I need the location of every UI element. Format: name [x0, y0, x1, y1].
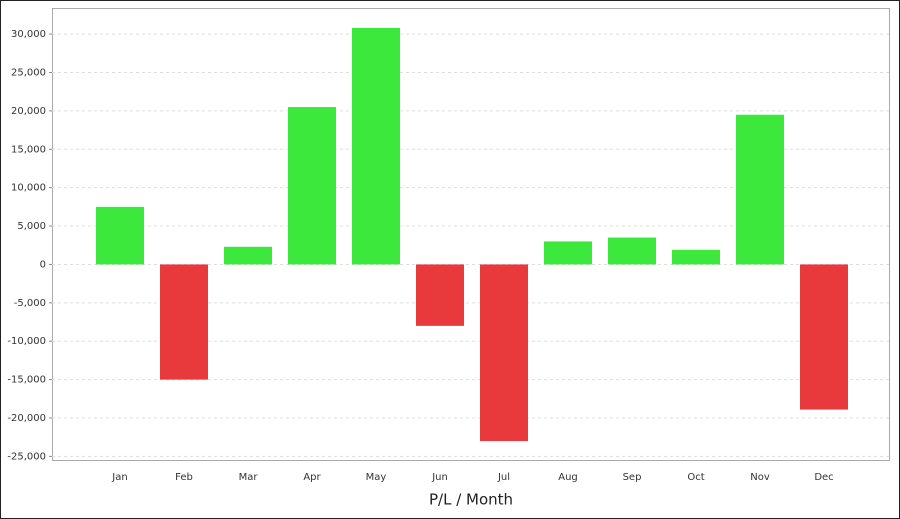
bar	[224, 246, 272, 265]
y-tick-label: 10,000	[11, 183, 46, 194]
bar	[288, 107, 336, 265]
bar	[96, 206, 144, 265]
bar	[672, 249, 720, 265]
x-tick-label: Jun	[431, 472, 448, 483]
bar	[736, 114, 784, 265]
x-tick-label: Aug	[558, 472, 578, 483]
x-axis-label: P/L / Month	[429, 491, 513, 509]
y-tick-label: 30,000	[11, 29, 46, 40]
bar	[800, 264, 848, 410]
x-tick-label: Dec	[814, 472, 833, 483]
y-tick-label: 25,000	[11, 67, 46, 78]
y-tick-label: -10,000	[7, 336, 46, 347]
y-tick-label: 0	[40, 259, 46, 270]
bar	[608, 237, 656, 265]
bar	[480, 264, 528, 442]
x-tick-label: Feb	[175, 472, 193, 483]
y-tick-label: -25,000	[7, 451, 46, 462]
x-tick-label: Apr	[303, 472, 321, 483]
x-tick-label: Jan	[111, 472, 127, 483]
x-tick-label: Jul	[497, 472, 510, 483]
bar	[160, 264, 208, 380]
bar	[352, 27, 400, 265]
x-tick-label: Oct	[687, 472, 704, 483]
x-tick-label: May	[366, 472, 387, 483]
bar	[416, 264, 464, 326]
x-tick-label: Sep	[623, 472, 642, 483]
y-tick-label: 15,000	[11, 144, 46, 155]
x-tick-label: Nov	[750, 472, 770, 483]
x-tick-label: Mar	[239, 472, 259, 483]
bar	[544, 241, 592, 265]
y-tick-label: 20,000	[11, 106, 46, 117]
y-tick-label: -20,000	[7, 413, 46, 424]
y-tick-label: -5,000	[14, 298, 46, 309]
y-tick-label: -15,000	[7, 375, 46, 386]
y-tick-label: 5,000	[17, 221, 46, 232]
